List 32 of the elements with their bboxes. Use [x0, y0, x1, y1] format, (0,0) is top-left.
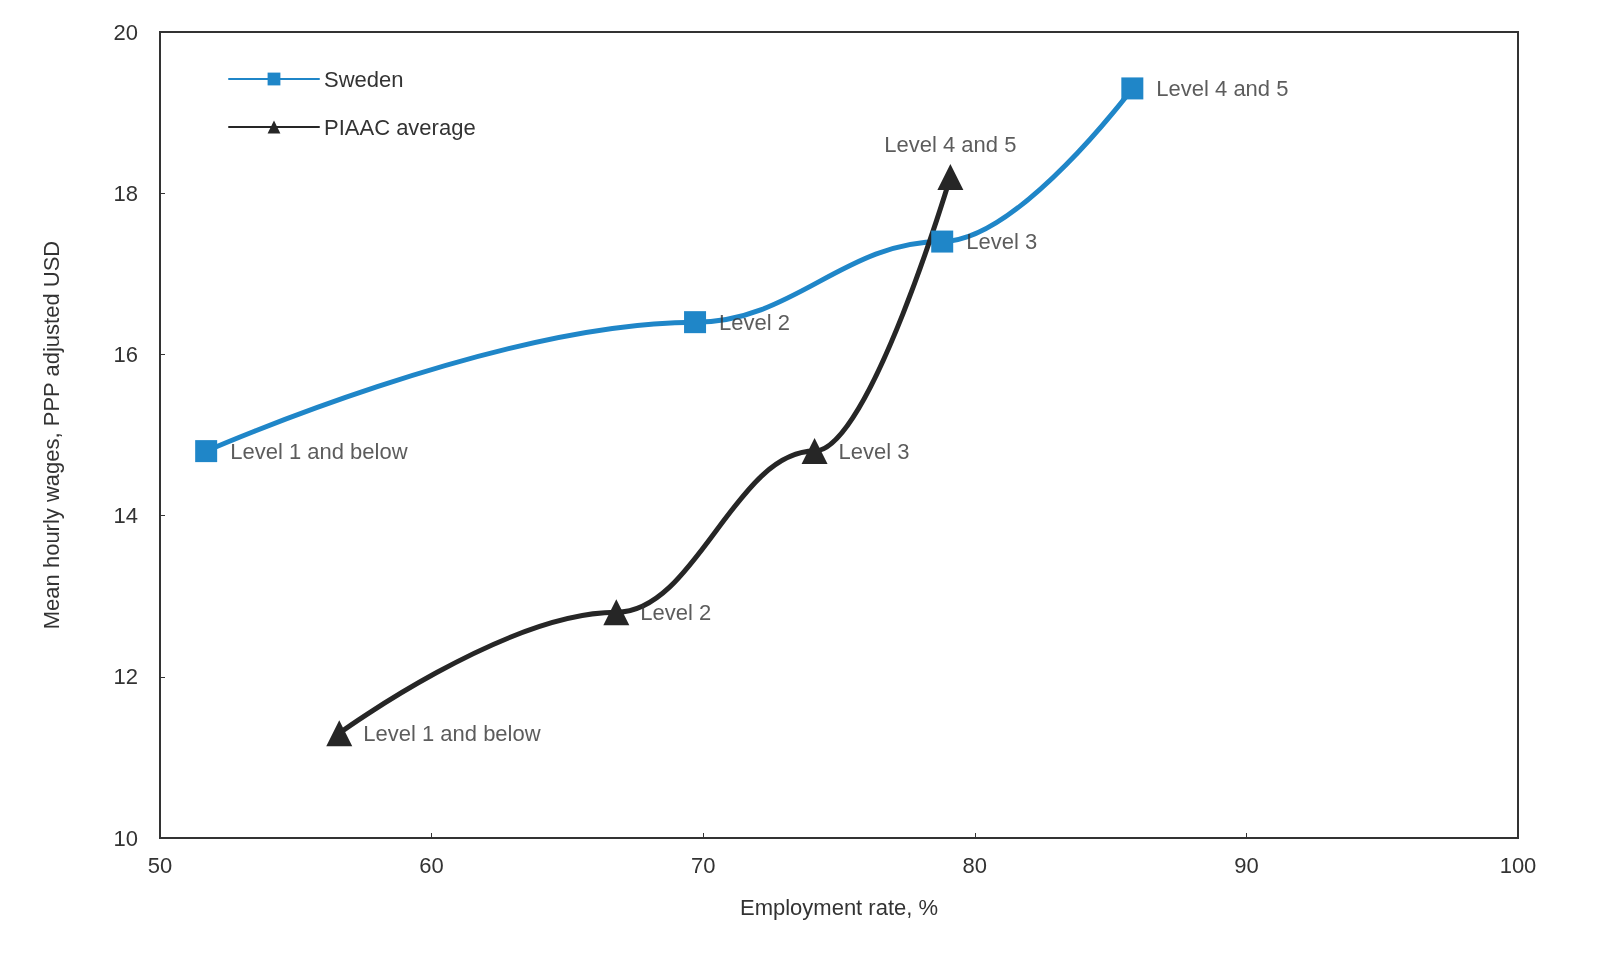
legend-label: Sweden	[324, 66, 404, 92]
legend-label: PIAAC average	[324, 114, 476, 140]
annotation: Level 2	[719, 309, 791, 335]
point	[937, 164, 964, 191]
x-tick-label: 90	[1234, 852, 1259, 878]
point	[684, 311, 707, 334]
y-tick-label: 16	[113, 341, 138, 367]
annotation: Level 1 and below	[230, 438, 408, 464]
y-tick-label: 10	[113, 825, 138, 851]
y-tick-label: 18	[113, 180, 138, 206]
annotation: Level 1 and below	[363, 720, 541, 746]
y-tick-label: 12	[113, 664, 138, 690]
point	[801, 438, 828, 465]
point	[603, 599, 630, 626]
point	[1121, 77, 1144, 100]
x-tick-label: 50	[147, 852, 173, 878]
annotation: Level 4 and 5	[884, 131, 1017, 157]
annotation: Level 3	[838, 438, 910, 464]
annotation: Level 2	[640, 599, 712, 625]
y-axis-title: Mean hourly wages, PPP adjusted USD	[38, 240, 64, 630]
y-tick-label: 20	[113, 19, 138, 45]
y-tick-label: 14	[113, 503, 138, 529]
point	[326, 720, 353, 747]
x-axis-title: Employment rate, %	[739, 894, 939, 920]
annotation: Level 4 and 5	[1156, 75, 1289, 101]
annotation: Level 3	[966, 229, 1038, 255]
point	[931, 230, 954, 253]
x-tick-label: 100	[1499, 852, 1537, 878]
x-tick-label: 70	[690, 852, 716, 878]
x-tick-label: 60	[419, 852, 444, 878]
point	[195, 440, 218, 463]
x-tick-label: 80	[962, 852, 988, 878]
